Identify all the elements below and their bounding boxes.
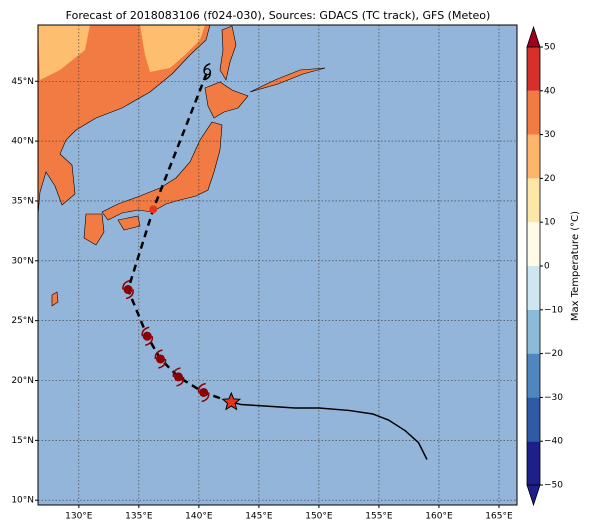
colorbar-band — [527, 441, 540, 485]
forecast-point — [149, 205, 158, 214]
colorbar-label: Max Temperature (°C) — [570, 211, 581, 321]
colorbar-tick-label: 50 — [544, 43, 556, 53]
forecast-swirl — [141, 326, 154, 346]
colorbar-band — [527, 309, 540, 354]
colorbar-band — [527, 47, 540, 91]
sakhalin — [219, 25, 237, 81]
x-tick-label: 150°E — [305, 512, 333, 522]
kuril — [249, 67, 326, 93]
forecast-swirl — [122, 279, 134, 300]
x-tick-label: 145°E — [245, 512, 273, 522]
forecast-swirl — [154, 349, 167, 369]
colorbar-extend-high — [526, 25, 541, 48]
colorbar-band — [527, 353, 540, 398]
asia-mainland — [38, 25, 211, 216]
y-tick-label: 45°N — [11, 77, 34, 87]
x-tick-label: 165°E — [485, 512, 513, 522]
y-tick-label: 20°N — [11, 376, 34, 386]
current-position — [221, 391, 242, 411]
x-tick-label: 160°E — [425, 512, 453, 522]
colorbar-tick-label: −20 — [544, 349, 563, 359]
x-tick-label: 135°E — [125, 512, 153, 522]
x-tick-label: 140°E — [185, 512, 213, 522]
colorbar-band — [527, 266, 540, 310]
colorbar-band — [527, 397, 540, 442]
map-title: Forecast of 2018083106 (f024-030), Sourc… — [66, 9, 491, 22]
y-tick-label: 40°N — [11, 137, 34, 147]
colorbar-band — [527, 90, 540, 135]
x-tick-label: 155°E — [365, 512, 393, 522]
colorbar-tick-label: 0 — [544, 262, 550, 272]
colorbar-tick-label: −30 — [544, 393, 563, 403]
kyushu — [83, 213, 105, 246]
shikoku — [117, 215, 141, 231]
taiwan — [51, 291, 59, 307]
asia-highland — [140, 25, 205, 72]
honshu — [101, 121, 223, 221]
colorbar-tick-label: −50 — [544, 481, 563, 491]
forecast-point — [155, 354, 165, 364]
y-tick-label: 30°N — [11, 256, 34, 266]
y-tick-label: 25°N — [11, 316, 34, 326]
colorbar-extend-low — [526, 484, 541, 507]
forecast-point — [142, 331, 152, 341]
y-tick-label: 15°N — [11, 436, 34, 446]
map-area — [38, 25, 517, 505]
colorbar-tick-label: 30 — [544, 130, 556, 140]
past-track — [231, 401, 428, 460]
colorbar-tick-label: 40 — [544, 86, 556, 96]
forecast-point-eye — [203, 68, 211, 76]
colorbar-band — [527, 134, 540, 179]
colorbar-tick-label: −10 — [544, 305, 563, 315]
colorbar-tick-label: −40 — [544, 437, 563, 447]
colorbar-tick-label: 10 — [544, 218, 556, 228]
y-tick-label: 35°N — [11, 196, 34, 206]
forecast-point — [173, 372, 183, 382]
colorbar-band — [527, 178, 540, 223]
forecast-swirl — [172, 367, 185, 387]
forecast-track — [126, 71, 232, 404]
y-tick-label: 10°N — [11, 496, 34, 506]
hokkaido — [204, 81, 249, 119]
colorbar-tick-label: 20 — [544, 174, 556, 184]
forecast-point — [199, 387, 209, 397]
colorbar-band — [527, 222, 540, 266]
x-tick-label: 130°E — [65, 512, 93, 522]
plot-frame — [37, 24, 518, 506]
forecast-swirl — [197, 382, 210, 403]
asia-highland — [38, 25, 90, 80]
forecast-point — [123, 285, 133, 295]
